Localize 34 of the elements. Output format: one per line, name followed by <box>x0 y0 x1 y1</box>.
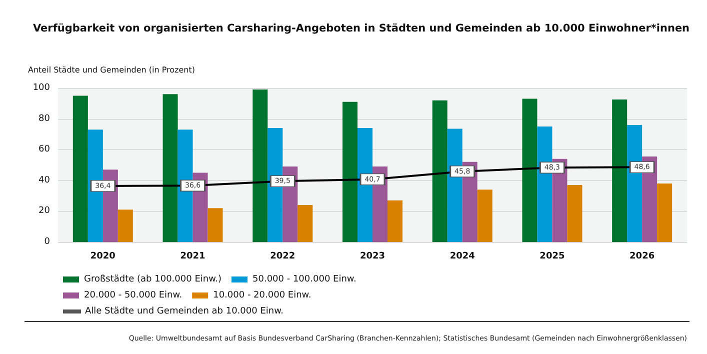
bar <box>388 200 402 242</box>
bar <box>612 100 628 242</box>
x-tick-label: 2024 <box>450 252 475 262</box>
x-tick-label: 2026 <box>630 252 655 262</box>
legend-label: Großstädte (ab 100.000 Einw.) <box>84 274 222 284</box>
bar <box>432 100 448 242</box>
bar <box>567 185 582 242</box>
y-axis-title: Anteil Städte und Gemeinden (in Prozent) <box>28 66 195 74</box>
bar <box>72 96 88 242</box>
bar <box>162 94 178 242</box>
legend-label: 10.000 - 20.000 Einw. <box>213 290 312 300</box>
bar <box>522 98 538 242</box>
x-tick-label: 2021 <box>180 252 206 262</box>
bar <box>657 183 672 242</box>
x-tick-label: 2023 <box>360 252 386 262</box>
x-tick-label: 2022 <box>270 252 296 262</box>
legend-label: 20.000 - 50.000 Einw. <box>84 290 182 300</box>
chart-title: Verfügbarkeit von organisierten Carsharing-Angeboten in Städten und Gemeinden ab 10.000 Einwohner*innen <box>33 22 690 34</box>
y-tick-label: 40 <box>38 175 50 186</box>
x-tick-label: 2025 <box>540 252 565 262</box>
legend-label: Alle Städte und Gemeinden ab 10.000 Einw. <box>85 306 284 316</box>
x-tick-label: 2020 <box>90 252 116 262</box>
bar <box>118 210 133 242</box>
y-tick-label: 20 <box>38 206 50 216</box>
bar <box>298 205 313 242</box>
bar <box>252 90 268 242</box>
bar <box>477 190 492 242</box>
y-tick-label: 100 <box>32 83 50 93</box>
y-tick-label: 0 <box>44 237 50 247</box>
bar <box>342 102 358 242</box>
y-tick-label: 60 <box>38 144 50 155</box>
bar <box>208 208 223 242</box>
legend-label: 50.000 - 100.000 Einw. <box>252 274 356 284</box>
y-tick-label: 80 <box>38 114 50 124</box>
